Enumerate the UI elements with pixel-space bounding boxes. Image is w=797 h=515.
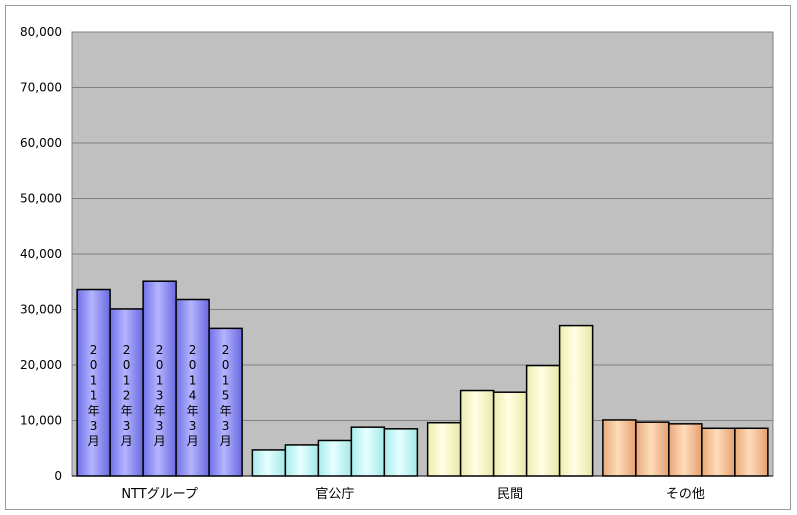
bar-label: 2 [123,389,131,403]
bar [558,324,594,477]
y-tick-label: 70,000 [20,81,62,95]
bar-label: 年 [88,404,100,418]
bar-label: 3 [222,419,230,433]
bar [317,439,353,477]
bar-label: 年 [220,404,232,418]
bar-label: 2 [123,343,131,357]
y-tick-label: 20,000 [20,358,62,372]
y-tick-label: 0 [54,469,62,483]
bar-label: 3 [189,419,197,433]
bar [76,288,111,477]
bar-label: 5 [222,389,230,403]
bar-label: 3 [156,419,164,433]
bar-label: 3 [90,419,98,433]
bar-label: 2 [156,343,164,357]
bar-label: 0 [90,358,98,372]
y-tick-label: 60,000 [20,136,62,150]
bar-label: 1 [189,373,197,387]
bar [734,427,769,477]
bar-label: 0 [222,358,230,372]
bar [251,449,287,477]
bar [350,426,386,477]
bar-label: 月 [88,434,100,448]
bar-label: 3 [123,419,131,433]
bar [701,427,736,477]
y-tick-label: 50,000 [20,192,62,206]
bar-label: 0 [189,358,197,372]
bar [175,298,210,477]
bar-label: 2 [90,343,98,357]
y-tick-label: 80,000 [20,25,62,39]
bar-label: 月 [220,434,232,448]
y-tick-label: 40,000 [20,247,62,261]
bar-label: 月 [187,434,199,448]
bar [668,423,703,477]
bar-label: 1 [90,389,98,403]
bar-label: 3 [156,389,164,403]
bar [426,421,462,477]
bar-label: 2 [222,343,230,357]
bar-label: 年 [121,404,133,418]
y-tick-label: 30,000 [20,303,62,317]
bars [76,280,769,477]
bar [383,428,419,477]
bar-label: 0 [123,358,131,372]
bar-label: 年 [154,404,166,418]
bar [284,444,320,477]
x-category-label: その他 [666,487,705,502]
bar-label: 1 [156,373,164,387]
x-category-label: NTTグループ [121,487,198,502]
x-axis: NTTグループ 官公庁 民間 その他 [72,475,773,502]
bar-label: 1 [90,373,98,387]
bar [635,421,670,477]
x-category-label: 民間 [497,487,523,502]
bar [142,280,177,477]
bar-label: 1 [123,373,131,387]
bar [602,419,637,477]
y-tick-label: 10,000 [20,414,62,428]
bar-label: 月 [121,434,133,448]
bar-label: 4 [189,389,197,403]
bar [492,391,528,477]
bar-label: 月 [154,434,166,448]
bar [459,389,495,477]
x-category-label: 官公庁 [315,486,354,502]
bar-label: 2 [189,343,197,357]
bar [208,327,243,477]
y-axis: 0 10,000 20,000 30,000 40,000 50,000 60,000 70,… [20,25,62,483]
bar-label: 1 [222,373,230,387]
bar-label: 年 [187,404,199,418]
bar-label: 0 [156,358,164,372]
bar [525,364,561,477]
